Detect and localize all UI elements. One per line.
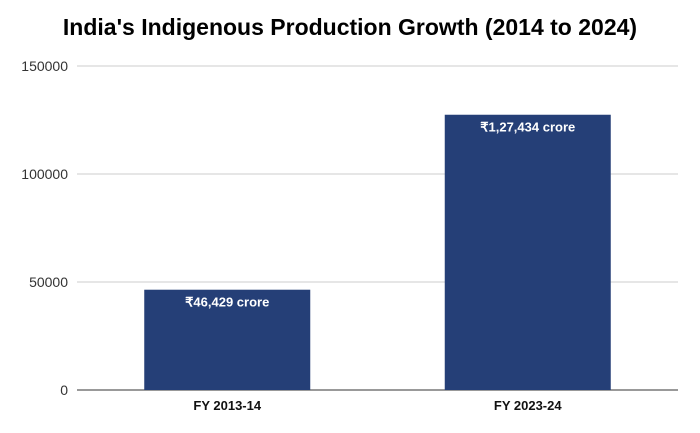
chart-title: India's Indigenous Production Growth (20…	[62, 14, 638, 40]
bar-data-label: ₹1,27,434 crore	[480, 120, 575, 135]
y-tick-label: 100000	[21, 166, 68, 182]
x-tick-label: FY 2023-24	[494, 398, 562, 413]
bar	[444, 114, 611, 391]
bar-data-label: ₹46,429 crore	[185, 295, 269, 310]
y-tick-label: 50000	[29, 274, 68, 290]
y-tick-label: 150000	[21, 58, 68, 74]
y-tick-label: 0	[60, 382, 68, 398]
bar	[144, 289, 311, 390]
x-tick-label: FY 2013-14	[193, 398, 261, 413]
